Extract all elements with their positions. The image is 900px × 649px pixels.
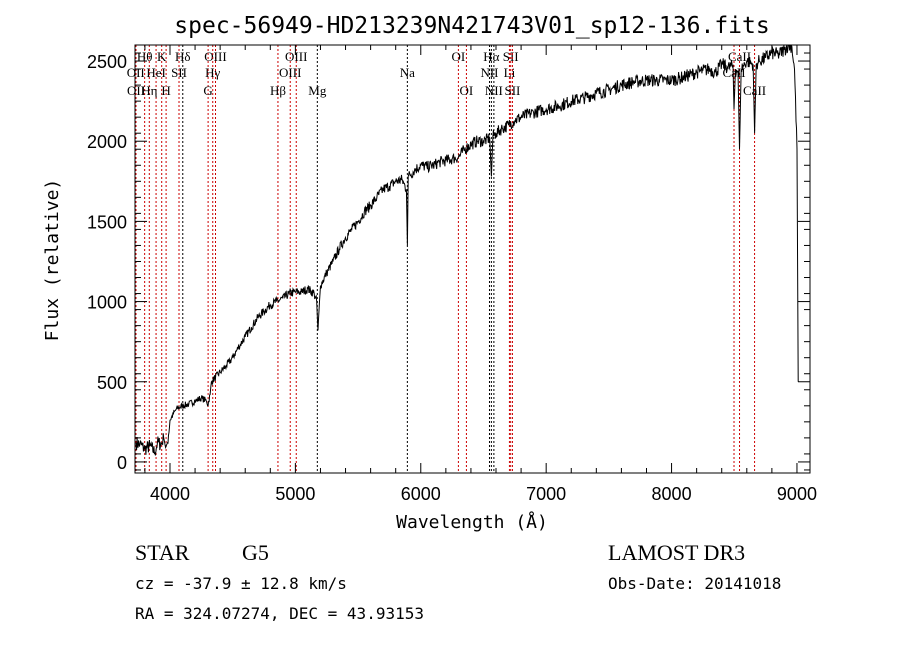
line-marker-label: H [161,83,170,98]
line-marker-label: CaII [728,49,751,64]
x-tick-label: 7000 [526,484,566,504]
axes: 4000 5000 6000 7000 8000 9000 0 500 1000 1500 2000… [87,45,817,504]
y-tick-label: 1000 [87,293,127,313]
line-marker-label: CaII [743,83,766,98]
y-tick-label: 500 [97,373,127,393]
redshift-text: cz = -37.9 ± 12.8 km/s [135,574,347,593]
line-marker-label: Mg [308,83,327,98]
line-marker-label: HeI [146,65,166,80]
line-marker-label: Hη [141,83,157,98]
line-marker-label: OIII [279,65,301,80]
line-marker-label: NII [485,83,503,98]
y-axis-label: Flux (relative) [42,179,63,342]
line-marker-label: SII [504,83,520,98]
line-marker-label: Hα [483,49,499,64]
line-marker-label: Hθ [137,49,153,64]
y-tick-label: 2000 [87,132,127,152]
y-tick-label: 0 [117,453,127,473]
spectrum-line [135,44,799,456]
spectrum-series [135,44,799,456]
survey-label: LAMOST DR3 [608,540,745,565]
line-marker-label: OII [127,83,145,98]
line-marker-label: OIII [285,49,307,64]
line-marker-label: CaII [722,65,745,80]
line-marker-label: NII [480,65,498,80]
x-tick-label: 4000 [150,484,190,504]
line-marker-label: G [203,83,212,98]
x-tick-label: 8000 [652,484,692,504]
chart-title: spec-56949-HD213239N421743V01_sp12-136.f… [174,13,769,39]
line-marker-label: OIII [204,49,226,64]
line-marker-label: OI [460,83,474,98]
line-marker-label: Na [400,65,415,80]
y-tick-label: 1500 [87,212,127,232]
line-marker-label: Hγ [205,65,220,80]
plot-frame [134,44,811,474]
line-marker-label: K [157,49,167,64]
line-marker-label: OI [452,49,466,64]
y-tick-label: 2500 [87,52,127,72]
object-subclass: G5 [242,540,269,565]
x-tick-label: 9000 [777,484,817,504]
line-marker-label: Hδ [175,49,191,64]
x-axis-label: Wavelength (Å) [396,511,548,533]
x-tick-label: 5000 [275,484,315,504]
line-marker-label: SII [503,49,519,64]
line-marker-label: Li [504,65,516,80]
line-marker-label: SII [171,65,187,80]
line-marker-label: Hβ [270,83,286,98]
coordinates-text: RA = 324.07274, DEC = 43.93153 [135,604,424,623]
x-tick-label: 6000 [401,484,441,504]
obs-date: Obs-Date: 20141018 [608,574,781,593]
object-class: STAR [135,540,190,565]
